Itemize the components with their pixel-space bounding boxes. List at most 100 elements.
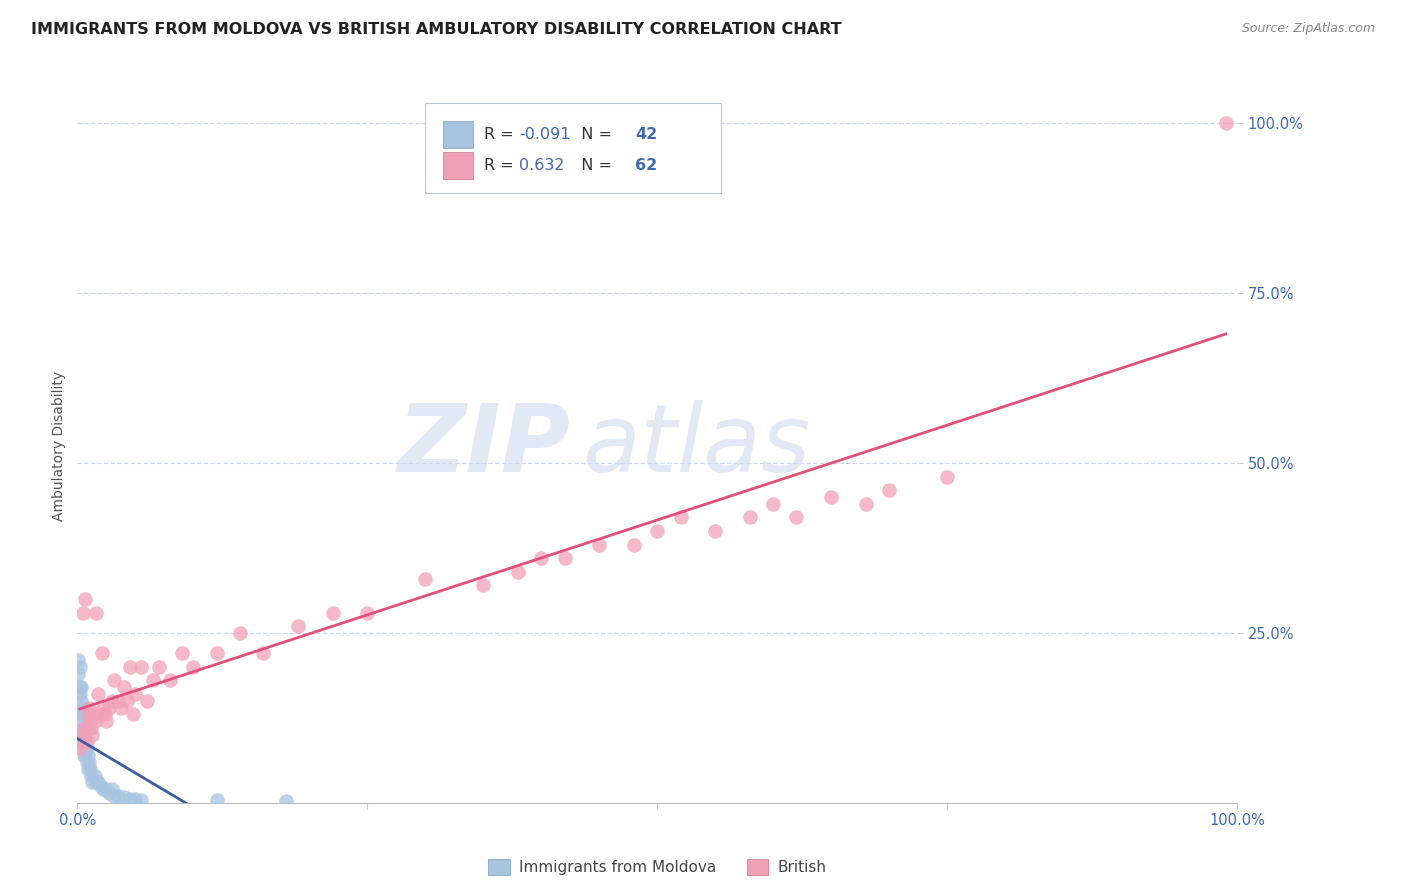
Point [91, 700, 114, 714]
Point [87, 687, 110, 701]
Point [118, 660, 141, 674]
Text: R =: R = [485, 158, 524, 173]
Point [287, 619, 309, 633]
Point [877, 483, 901, 498]
Point [69, 728, 91, 742]
Point [70, 714, 93, 729]
Point [67, 666, 90, 681]
Point [69, 680, 91, 694]
Point [472, 578, 495, 592]
Point [183, 660, 205, 674]
Point [75, 734, 97, 748]
Point [101, 694, 124, 708]
Point [159, 673, 181, 688]
Text: N =: N = [571, 127, 617, 142]
Point [77, 700, 100, 714]
Point [103, 789, 125, 803]
Text: 62: 62 [636, 158, 658, 173]
Point [274, 794, 298, 808]
Text: IMMIGRANTS FROM MOLDOVA VS BRITISH AMBULATORY DISABILITY CORRELATION CHART: IMMIGRANTS FROM MOLDOVA VS BRITISH AMBUL… [31, 22, 842, 37]
Text: R =: R = [485, 127, 519, 142]
Point [205, 646, 228, 660]
Point [124, 687, 146, 701]
Point [80, 721, 103, 735]
Legend: Immigrants from Moldova, British: Immigrants from Moldova, British [482, 854, 832, 881]
Point [506, 565, 529, 579]
Text: ZIP: ZIP [398, 400, 571, 492]
Point [129, 793, 152, 807]
Point [110, 700, 132, 714]
Point [87, 775, 110, 789]
Point [820, 490, 842, 504]
Text: N =: N = [571, 158, 617, 173]
FancyBboxPatch shape [425, 103, 721, 193]
Point [82, 775, 104, 789]
Point [356, 606, 378, 620]
Point [73, 728, 96, 742]
Text: 0.632: 0.632 [519, 158, 565, 173]
Point [122, 707, 145, 722]
Point [69, 741, 91, 756]
FancyBboxPatch shape [443, 152, 472, 179]
Point [118, 791, 141, 805]
Point [76, 755, 98, 769]
Point [73, 741, 96, 756]
Point [76, 762, 98, 776]
Point [90, 779, 111, 793]
Point [740, 510, 762, 524]
Point [205, 793, 228, 807]
Point [623, 537, 645, 551]
Point [170, 646, 193, 660]
Point [72, 606, 94, 620]
Point [112, 790, 135, 805]
Point [936, 469, 959, 483]
Point [69, 707, 91, 722]
Point [90, 707, 111, 722]
Point [762, 497, 785, 511]
Point [785, 510, 807, 524]
Text: -0.091: -0.091 [519, 127, 571, 142]
Point [79, 714, 101, 729]
Point [69, 694, 91, 708]
Point [70, 700, 93, 714]
Point [69, 660, 91, 674]
Point [252, 646, 274, 660]
Point [103, 673, 125, 688]
Point [647, 524, 669, 538]
Point [76, 741, 98, 756]
Point [83, 769, 105, 783]
Text: atlas: atlas [582, 401, 810, 491]
Point [135, 694, 157, 708]
Point [124, 792, 146, 806]
Point [112, 680, 135, 694]
Point [321, 606, 344, 620]
Point [101, 782, 124, 797]
Point [84, 775, 107, 789]
Y-axis label: Ambulatory Disability: Ambulatory Disability [52, 371, 66, 521]
Point [76, 748, 98, 763]
Point [94, 707, 117, 722]
Point [413, 572, 436, 586]
Point [73, 748, 96, 763]
Point [142, 673, 165, 688]
Point [704, 524, 727, 538]
Point [129, 660, 152, 674]
Point [82, 728, 104, 742]
Point [72, 721, 94, 735]
Point [69, 680, 91, 694]
Point [75, 591, 97, 606]
Point [96, 714, 118, 729]
Point [76, 707, 98, 722]
Point [76, 734, 98, 748]
Point [107, 789, 129, 803]
Point [72, 707, 94, 722]
Point [115, 694, 138, 708]
Point [855, 497, 877, 511]
Point [97, 786, 120, 800]
Point [669, 510, 692, 524]
Point [1215, 116, 1237, 130]
FancyBboxPatch shape [443, 120, 472, 148]
Point [86, 707, 108, 722]
Point [83, 714, 105, 729]
Point [77, 755, 100, 769]
